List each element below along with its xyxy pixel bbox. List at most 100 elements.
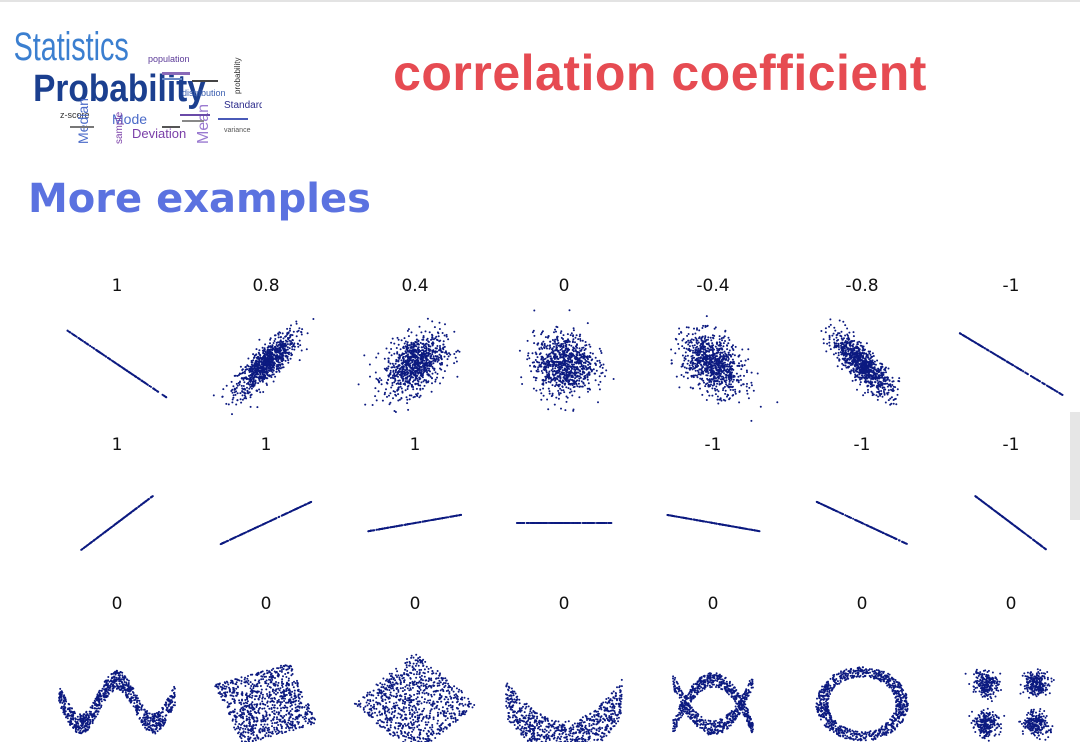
scatter-point <box>429 355 432 358</box>
scatter-point <box>852 331 855 334</box>
scatter-point <box>590 359 593 362</box>
scatter-point <box>407 328 410 331</box>
correlation-examples-grid: 1 0.8 0.4 0 -0.4 -0.8 -1 1 1 1 -1 -1 -1 0 0 0 0 0 0 0 <box>58 276 1064 742</box>
scatter-point <box>859 383 862 386</box>
scatter-point <box>702 348 705 351</box>
scatter-point <box>731 345 733 348</box>
scatter-point <box>731 380 734 383</box>
scatter-point <box>389 401 392 404</box>
scatter-point <box>565 378 568 381</box>
scatter-point <box>432 342 435 345</box>
page-title: correlation coefficient <box>393 45 927 101</box>
scatter-point <box>433 367 436 370</box>
scatter-point <box>599 361 602 364</box>
scatter-point <box>433 358 436 361</box>
scatter-point <box>392 374 394 377</box>
scatter-point <box>698 382 701 385</box>
scatter-point <box>394 371 397 374</box>
scatter-point <box>705 369 708 372</box>
scatter-point <box>694 369 697 372</box>
scatter-point <box>727 386 730 389</box>
scatter-point <box>709 385 711 388</box>
scatter-point <box>863 376 866 379</box>
scatter-point <box>700 336 703 339</box>
scatter-point <box>872 376 875 379</box>
scatter-point <box>446 358 449 361</box>
scatter-point <box>891 384 894 386</box>
scatter-point <box>416 379 419 382</box>
scatter-point <box>290 354 293 357</box>
scatter-point <box>586 373 589 376</box>
scatter-point <box>850 348 853 351</box>
scatter-point <box>427 341 430 343</box>
scatter-point <box>416 374 419 377</box>
scatter-point <box>86 342 89 345</box>
scatter-point <box>288 339 291 342</box>
scatter-point <box>535 353 538 356</box>
scatter-point <box>967 337 970 340</box>
scatter-point <box>567 360 570 363</box>
scatter-point <box>844 324 847 327</box>
scatter-point <box>732 344 734 347</box>
scatter-point <box>409 362 412 365</box>
scatter-point <box>573 361 576 364</box>
scatter-point <box>278 370 281 373</box>
scatter-point <box>732 368 735 371</box>
scatter-point <box>683 359 686 362</box>
scatter-point <box>822 338 825 341</box>
scatter-point <box>256 406 259 409</box>
scatter-point <box>536 368 539 371</box>
scatter-point <box>274 357 277 360</box>
scatter-point <box>989 350 992 353</box>
scatter-point <box>1059 392 1062 395</box>
scatter-point <box>549 381 552 384</box>
scatter-point <box>263 378 266 380</box>
scatter-point <box>397 343 400 346</box>
scatter-point <box>859 357 862 360</box>
scatter-point <box>564 361 566 364</box>
scatter-point <box>418 354 421 356</box>
scatter-point <box>290 324 292 327</box>
scatter-point <box>446 353 449 356</box>
scatter-point <box>445 333 448 336</box>
scatter-point <box>420 352 423 354</box>
scatter-point <box>431 372 434 375</box>
scatter-point <box>881 363 884 366</box>
scatter-point <box>862 345 865 348</box>
scatter-point <box>883 393 886 396</box>
scatter-point <box>845 360 848 363</box>
scatter-point <box>312 318 315 320</box>
scatter-point <box>531 352 534 355</box>
scatter-point <box>371 404 374 406</box>
scatter-point <box>250 387 253 390</box>
scatter-point <box>547 355 550 358</box>
scatter-point <box>844 350 847 352</box>
scatter-point <box>723 372 725 375</box>
scatter-point <box>854 359 857 361</box>
scatter-point <box>880 367 883 370</box>
scatter-point <box>554 328 556 331</box>
scatter-point <box>426 371 428 374</box>
scatter-point <box>702 370 705 373</box>
scatter-point <box>254 354 257 356</box>
scatter-point <box>706 350 709 353</box>
scatter-point <box>300 349 303 352</box>
scatter-point <box>599 365 602 368</box>
scatter-point <box>526 339 529 342</box>
scatter-point <box>417 384 420 387</box>
scatter-point <box>846 358 849 361</box>
scatter-point <box>518 349 521 352</box>
scatter-point <box>552 370 555 373</box>
scatter-point <box>252 378 255 381</box>
scatter-point <box>434 351 437 354</box>
scatter-point <box>439 362 441 365</box>
scatter-point <box>702 354 705 357</box>
scatter-point <box>872 393 875 396</box>
scatter-point <box>862 349 864 352</box>
scatter-point <box>844 353 847 356</box>
scatter-point <box>287 359 290 362</box>
scatter-point <box>416 368 419 370</box>
scatter-point <box>701 372 704 375</box>
scatter-point <box>403 365 405 368</box>
scatter-point <box>267 359 270 362</box>
